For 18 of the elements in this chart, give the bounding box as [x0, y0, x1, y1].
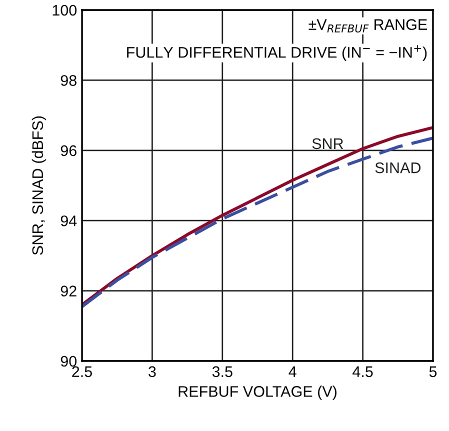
x-tick-label: 2.5 — [72, 366, 92, 378]
y-tick-label: 92 — [60, 286, 76, 296]
y-tick-label: 94 — [60, 215, 77, 226]
x-tick-label: 5 — [429, 366, 437, 378]
x-tick-label: 3.5 — [212, 366, 232, 378]
y-tick-label: 98 — [60, 75, 76, 86]
annotation: FULLY DIFFERENTIAL DRIVE (IN$^{−}$ = −IN$^{+}$) — [127, 45, 427, 61]
x-tick-label: 4.5 — [352, 366, 373, 378]
y-tick-label: 90 — [60, 356, 77, 367]
x-tick-label: 4 — [288, 366, 296, 377]
annotation: ±V$_{REFBUF}$ RANGE — [308, 19, 427, 32]
series-label: SINAD — [375, 162, 421, 174]
y-axis-title: SNR, SINAD (dBFS) — [32, 116, 46, 255]
x-tick-label: 3 — [148, 366, 156, 378]
series-label: SNR — [312, 138, 344, 150]
y-tick-label: 96 — [60, 145, 76, 156]
x-axis-title: REFBUF VOLTAGE (V) — [178, 386, 336, 400]
y-tick-label: 100 — [52, 4, 77, 16]
